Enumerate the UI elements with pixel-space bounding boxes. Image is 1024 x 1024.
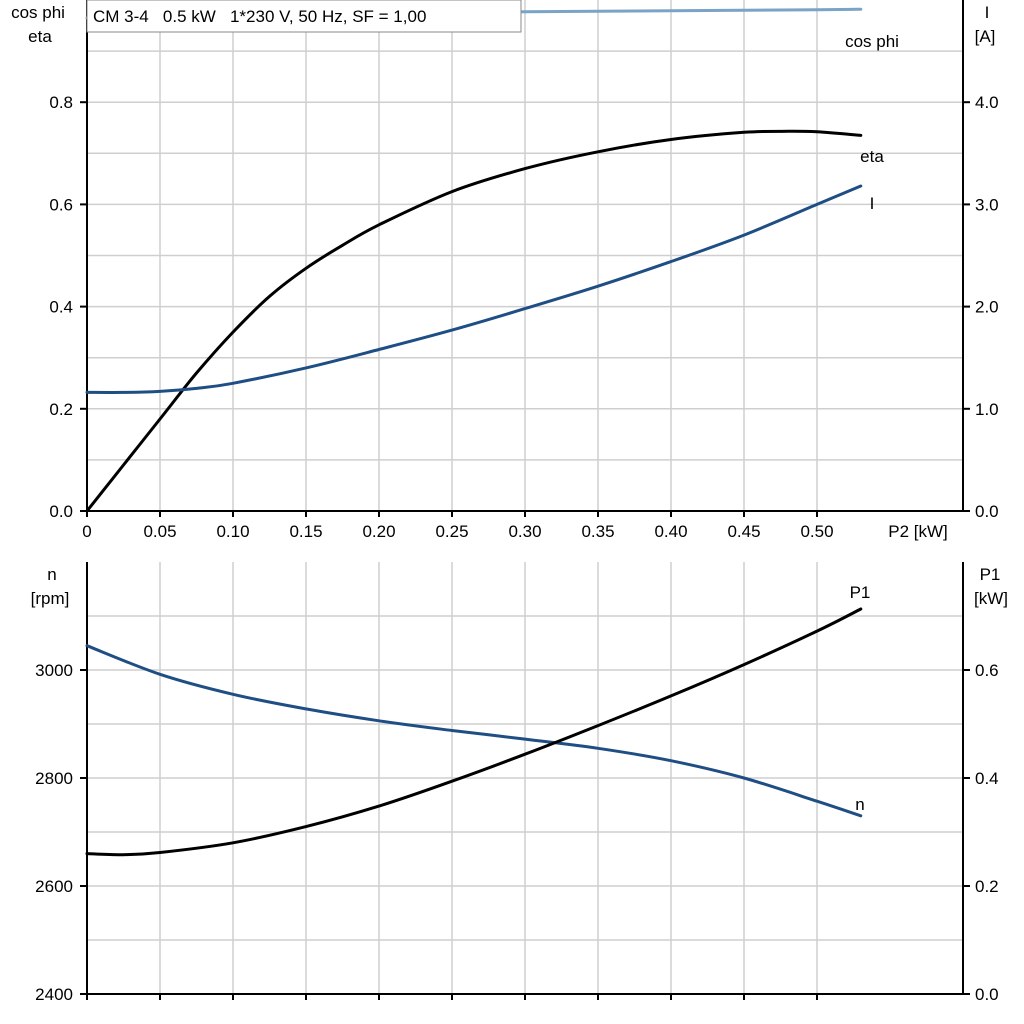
- series-label-eta: eta: [860, 147, 884, 166]
- top-left-tick-label: 0.0: [49, 502, 73, 521]
- x-tick-label: 0.25: [435, 522, 468, 541]
- bottom-right-tick-label: 0.0: [975, 985, 999, 1004]
- series-line-i: [85, 184, 863, 394]
- series-label-cos-phi: cos phi: [845, 32, 899, 51]
- bottom-chart-curves: [85, 607, 863, 857]
- x-tick-label: 0.50: [800, 522, 833, 541]
- bottom-left-axis-label-line2: [rpm]: [31, 589, 70, 608]
- x-tick-label: 0.35: [581, 522, 614, 541]
- bottom-right-axis-label-line2: [kW]: [974, 589, 1008, 608]
- series-line-p1: [85, 607, 863, 857]
- top-left-tick-label: 0.4: [49, 298, 73, 317]
- x-tick-label: 0.30: [508, 522, 541, 541]
- top-right-tick-label: 4.0: [975, 93, 999, 112]
- top-right-tick-label: 3.0: [975, 195, 999, 214]
- x-tick-label: 0.10: [216, 522, 249, 541]
- top-right-tick-label: 0.0: [975, 502, 999, 521]
- series-line-n: [85, 644, 863, 818]
- x-tick-label: 0: [82, 522, 91, 541]
- x-tick-label: 0.45: [727, 522, 760, 541]
- bottom-right-axis-label-line1: P1: [980, 565, 1001, 584]
- bottom-right-tick-label: 0.2: [975, 877, 999, 896]
- series-label-current: I: [870, 194, 875, 213]
- top-right-axis-label-line2: [A]: [975, 27, 996, 46]
- top-chart-grid: [87, 0, 963, 511]
- x-axis-label: P2 [kW]: [888, 522, 948, 541]
- top-right-tick-label: 2.0: [975, 298, 999, 317]
- bottom-right-tick-label: 0.4: [975, 769, 999, 788]
- x-tick-label: 0.20: [362, 522, 395, 541]
- top-chart-ticks: 0.0 0.2 0.4 0.6 0.8 0.0 1.0 2.0 3.0 4.0 0 0.05 0.10 0…: [49, 93, 998, 541]
- bottom-left-tick-label: 2400: [35, 985, 73, 1004]
- series-label-speed: n: [855, 795, 864, 814]
- chart-title-box: [86, 0, 522, 33]
- chart-title: CM 3-4 0.5 kW 1*230 V, 50 Hz, SF = 1,00: [93, 7, 426, 26]
- x-tick-label: 0.40: [654, 522, 687, 541]
- bottom-chart-grid: [87, 562, 963, 994]
- x-tick-label: 0.15: [289, 522, 322, 541]
- bottom-left-tick-label: 2800: [35, 769, 73, 788]
- series-label-p1: P1: [850, 583, 871, 602]
- top-left-axis-label-line2: eta: [28, 27, 52, 46]
- top-left-axis-label-line1: cos phi: [11, 3, 65, 22]
- top-left-tick-label: 0.2: [49, 400, 73, 419]
- bottom-chart-ticks: 2400 2600 2800 3000 0.0 0.2 0.4 0.6: [35, 661, 998, 1004]
- top-right-axis-label-line1: I: [985, 3, 990, 22]
- top-left-tick-label: 0.6: [49, 195, 73, 214]
- bottom-right-tick-label: 0.6: [975, 661, 999, 680]
- x-tick-label: 0.05: [143, 522, 176, 541]
- bottom-left-axis-label-line1: n: [47, 565, 56, 584]
- top-left-tick-label: 0.8: [49, 93, 73, 112]
- series-line-eta: [85, 129, 863, 513]
- bottom-left-tick-label: 2600: [35, 877, 73, 896]
- bottom-left-tick-label: 3000: [35, 661, 73, 680]
- top-right-tick-label: 1.0: [975, 400, 999, 419]
